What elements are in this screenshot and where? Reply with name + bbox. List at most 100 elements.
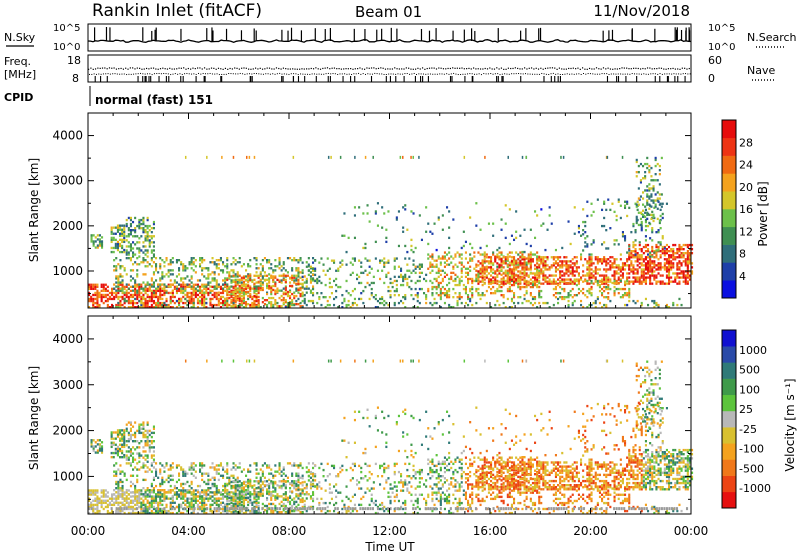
power-cell <box>526 272 528 274</box>
power-cell <box>330 156 332 159</box>
freq-point <box>304 68 305 69</box>
power-cell <box>469 270 471 272</box>
power-cell <box>498 264 500 266</box>
freq-point <box>485 68 486 69</box>
power-cell <box>498 286 500 288</box>
power-cell <box>274 293 276 295</box>
power-cell <box>628 300 630 302</box>
power-cell <box>189 292 191 294</box>
power-cell <box>159 292 161 294</box>
power-cell <box>237 271 239 273</box>
power-cell <box>668 268 670 270</box>
power-cell <box>400 276 402 278</box>
power-cell <box>159 257 161 259</box>
power-cell <box>168 263 170 265</box>
power-cell <box>138 219 140 221</box>
power-cell <box>607 258 609 260</box>
freq-point <box>299 69 300 70</box>
power-cell <box>390 296 392 298</box>
power-cell <box>526 290 528 292</box>
power-cell <box>92 302 94 304</box>
power-cell <box>622 231 624 233</box>
power-cell <box>151 279 153 281</box>
freq-point <box>364 69 365 70</box>
power-cell <box>653 266 655 268</box>
power-cell <box>218 273 220 275</box>
power-cell <box>662 203 664 205</box>
power-cell <box>406 284 408 286</box>
power-cell <box>274 277 276 279</box>
freq-point <box>550 67 551 68</box>
power-cell <box>94 284 96 286</box>
power-cell <box>687 256 689 258</box>
power-cell <box>147 231 149 233</box>
power-cell <box>658 258 660 260</box>
power-cell <box>655 283 657 285</box>
power-cell <box>170 302 172 304</box>
power-cell <box>113 251 115 253</box>
power-cell <box>272 271 274 273</box>
power-cell <box>459 292 461 294</box>
power-cell <box>168 269 170 271</box>
power-cell <box>126 286 128 288</box>
power-cell <box>683 254 685 256</box>
velocity-cell <box>172 498 174 500</box>
freq-point <box>577 68 578 69</box>
velocity-cell <box>222 506 224 508</box>
power-cell <box>517 286 519 288</box>
power-cell <box>245 305 247 307</box>
nave-point <box>138 73 139 74</box>
power-cell <box>153 292 155 294</box>
power-cell <box>203 285 205 287</box>
velocity-cell <box>94 493 96 495</box>
power-cell <box>138 221 140 223</box>
power-cell <box>274 259 276 261</box>
power-cell <box>486 276 488 278</box>
power-cell <box>655 246 657 248</box>
power-cell <box>635 231 637 233</box>
power-cell <box>668 246 670 248</box>
power-cell <box>140 227 142 229</box>
power-cell <box>101 236 103 238</box>
power-cell <box>664 250 666 252</box>
power-cell <box>628 266 630 268</box>
freq-point <box>269 68 270 69</box>
power-cell <box>574 274 576 276</box>
power-cell <box>674 278 676 280</box>
power-cell <box>270 291 272 293</box>
power-cell <box>591 268 593 270</box>
nave-point <box>513 73 514 74</box>
nave-point <box>323 74 324 75</box>
power-cell <box>603 268 605 270</box>
power-cell <box>561 262 563 264</box>
power-cell <box>115 247 117 249</box>
power-cell <box>540 283 542 285</box>
power-cell <box>103 294 105 296</box>
power-cell <box>312 292 314 294</box>
power-cell <box>429 280 431 282</box>
freq-point <box>619 68 620 69</box>
velocity-cell <box>119 489 121 491</box>
power-cell <box>142 290 144 292</box>
freq-point <box>531 67 532 68</box>
power-cell <box>352 290 354 292</box>
power-cell <box>503 302 505 304</box>
power-cell <box>555 281 557 283</box>
power-cell <box>442 278 444 280</box>
power-cell <box>119 288 121 290</box>
power-cell <box>233 297 235 299</box>
velocity-cell <box>224 510 226 512</box>
power-cell <box>645 266 647 268</box>
power-cell <box>218 267 220 269</box>
power-cell <box>402 284 404 286</box>
power-cell <box>507 290 509 292</box>
freq-point <box>90 68 91 69</box>
power-cell <box>517 258 519 260</box>
power-cell <box>138 292 140 294</box>
power-cell <box>230 263 232 265</box>
power-cell <box>113 247 115 249</box>
power-cell <box>632 250 634 252</box>
power-cell <box>582 281 584 283</box>
power-cell <box>134 302 136 304</box>
power-cell <box>138 227 140 229</box>
